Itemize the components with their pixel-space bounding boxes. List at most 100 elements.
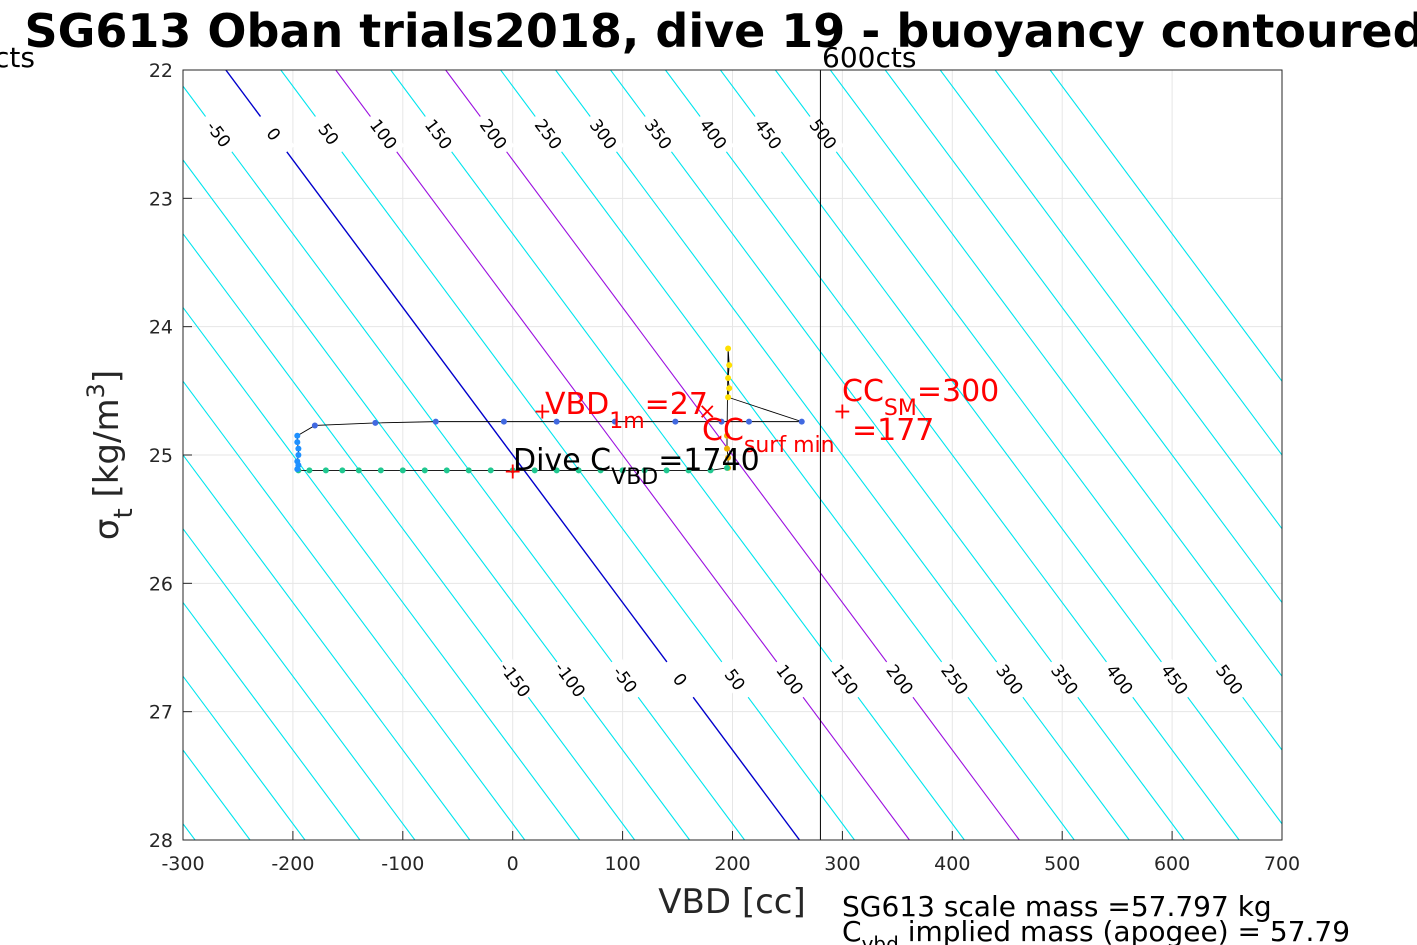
x-tick-label: 200	[714, 853, 750, 875]
vline-label: 600cts	[822, 41, 916, 74]
contour-line	[939, 70, 1282, 530]
trajectory-point	[685, 467, 692, 474]
chart-title: SG613 Oban trials2018, dive 19 - buoyanc…	[24, 4, 1417, 58]
y-tick-label: 23	[149, 188, 173, 210]
trajectory-point	[355, 467, 362, 474]
trajectory-point	[597, 467, 604, 474]
x-tick-label: 400	[934, 853, 970, 875]
trajectory-point	[798, 418, 805, 425]
trajectory-point	[294, 439, 301, 446]
contour-line	[500, 70, 1075, 840]
contour-label-background	[197, 110, 240, 158]
marker-symbol: ×	[698, 399, 716, 424]
contour-label-background	[692, 110, 735, 158]
contour-label-background	[252, 110, 295, 158]
contour-line	[183, 675, 306, 840]
y-axis-label: σt [kg/m3]	[82, 370, 139, 540]
marker-label: CCsurf min	[702, 413, 835, 458]
trajectory-line	[296, 348, 802, 471]
contour-line	[390, 70, 965, 840]
x-tick-label: -100	[381, 853, 424, 875]
y-tick-label: 25	[149, 445, 173, 467]
trajectory-point	[726, 385, 733, 392]
contour-label-background	[307, 110, 350, 158]
contour-line	[610, 70, 1185, 840]
trajectory-point	[707, 467, 714, 474]
contour-label-background	[603, 655, 647, 704]
trajectory-point	[322, 467, 329, 474]
y-tick-label: 26	[149, 573, 173, 595]
contour-label-background	[768, 655, 812, 704]
contour-line	[183, 380, 526, 840]
contour-line	[183, 159, 691, 840]
trajectory-point	[575, 467, 582, 474]
contour-line	[1049, 70, 1282, 383]
contour-label-background	[658, 655, 702, 704]
trajectory-point	[377, 467, 384, 474]
trajectory-point	[339, 467, 346, 474]
contour-line	[225, 70, 801, 840]
contour-line	[280, 70, 855, 840]
trajectory-point	[399, 467, 406, 474]
trajectory-point	[295, 445, 302, 452]
marker-label: CCSM=300	[842, 374, 999, 421]
trajectory-point	[619, 467, 626, 474]
contour-label-background	[1208, 655, 1251, 704]
x-tick-label: 100	[604, 853, 640, 875]
x-tick-label: 500	[1044, 853, 1080, 875]
trajectory-point	[672, 418, 679, 425]
contour-line	[0, 70, 85, 840]
contour-line	[555, 70, 1130, 840]
vline-left-label: cts	[0, 41, 35, 74]
x-tick-label: -300	[161, 853, 204, 875]
footer-implied-mass-sub: vbd	[862, 932, 899, 945]
trajectory-point	[725, 345, 732, 352]
contour-label-background	[1098, 655, 1141, 704]
trajectory-point	[553, 467, 560, 474]
footer-implied-mass: Cvbd implied mass (apogee) = 57.79	[842, 915, 1350, 945]
trajectory-point	[500, 418, 507, 425]
dive-trajectory	[294, 345, 805, 474]
contour-line	[774, 70, 1282, 751]
trajectory-point	[611, 418, 618, 425]
contour-line	[335, 70, 910, 840]
y-tick-label: 28	[149, 830, 173, 852]
contour-label-background	[494, 655, 537, 704]
trajectory-point	[372, 419, 379, 426]
trajectory-point	[531, 467, 538, 474]
trajectory-point	[509, 467, 516, 474]
trajectory-point	[725, 375, 732, 381]
x-tick-label: -200	[271, 853, 314, 875]
contour-label-background	[1043, 655, 1086, 704]
marker-label: VBD1m=27	[545, 387, 708, 434]
trajectory-point	[724, 464, 731, 471]
trajectory-point	[421, 467, 428, 474]
marker-symbol: +	[503, 460, 521, 485]
contour-label-background	[823, 655, 867, 704]
x-tick-label: 600	[1154, 853, 1190, 875]
footer-implied-mass-rest: implied mass (apogee) = 57.79	[899, 915, 1350, 945]
contour-line	[183, 527, 416, 840]
contour-label-background	[713, 655, 757, 704]
trajectory-point	[294, 432, 301, 439]
trajectory-point	[724, 432, 731, 439]
trajectory-point	[443, 467, 450, 474]
contour-label-background	[933, 655, 976, 704]
contour-label-background	[362, 110, 405, 158]
contour-label-background	[1153, 655, 1196, 704]
footer-implied-mass-main: C	[842, 915, 862, 945]
trajectory-point	[295, 452, 302, 458]
contour-line	[829, 70, 1282, 678]
marker-label-value: =177	[852, 413, 934, 448]
contour-line	[445, 70, 1020, 840]
y-tick-label: 24	[149, 317, 173, 339]
contour-line	[183, 306, 581, 840]
trajectory-point	[487, 467, 494, 474]
contour-line	[183, 85, 746, 840]
trajectory-point	[294, 466, 301, 473]
contour-line	[183, 232, 636, 840]
contour-label-background	[747, 110, 790, 158]
footer-scale-mass: SG613 scale mass =57.797 kg	[842, 890, 1272, 923]
contour-label-background	[417, 110, 460, 158]
